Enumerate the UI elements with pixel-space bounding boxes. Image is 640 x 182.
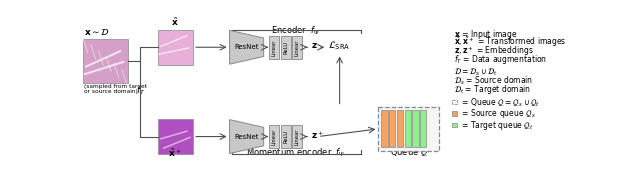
Bar bbox=[452, 123, 457, 127]
Bar bbox=[404, 110, 411, 147]
Text: Linear: Linear bbox=[271, 128, 276, 145]
Text: $\mathbf{z}$: $\mathbf{z}$ bbox=[311, 41, 317, 50]
Text: = Source queue $\mathcal{Q}_s$: = Source queue $\mathcal{Q}_s$ bbox=[459, 107, 536, 120]
Bar bbox=[292, 125, 303, 148]
Text: = Queue $\mathcal{Q} = \mathcal{Q}_s \cup \mathcal{Q}_t$: = Queue $\mathcal{Q} = \mathcal{Q}_s \cu… bbox=[459, 96, 540, 108]
Text: Linear: Linear bbox=[295, 128, 300, 145]
Bar bbox=[452, 111, 457, 116]
Text: $\mathbf{z}^+$: $\mathbf{z}^+$ bbox=[311, 129, 324, 141]
Bar bbox=[83, 39, 128, 83]
Text: $\tilde{\mathbf{x}}$: $\tilde{\mathbf{x}}$ bbox=[172, 16, 179, 28]
Bar bbox=[281, 125, 291, 148]
Text: $f_T$: $f_T$ bbox=[136, 85, 145, 97]
Text: $\mathbf{x} \sim \mathcal{D}$: $\mathbf{x} \sim \mathcal{D}$ bbox=[84, 27, 110, 37]
Text: ReLU: ReLU bbox=[284, 41, 288, 54]
Text: ResNet: ResNet bbox=[234, 44, 259, 50]
Bar bbox=[269, 36, 279, 59]
Text: $\mathcal{D} = \mathcal{D}_s \cup \mathcal{D}_t$: $\mathcal{D} = \mathcal{D}_s \cup \mathc… bbox=[454, 67, 497, 78]
Text: $\tilde{\mathbf{x}}^+$: $\tilde{\mathbf{x}}^+$ bbox=[168, 147, 182, 159]
Text: $\mathcal{D}_t$ = Target domain: $\mathcal{D}_t$ = Target domain bbox=[454, 83, 531, 96]
Bar bbox=[378, 106, 439, 151]
Text: $\mathcal{D}_s$ = Source domain: $\mathcal{D}_s$ = Source domain bbox=[454, 75, 532, 87]
Bar bbox=[389, 110, 396, 147]
Bar bbox=[157, 119, 193, 154]
Bar bbox=[381, 110, 388, 147]
Bar bbox=[412, 110, 419, 147]
Text: or source domain): or source domain) bbox=[84, 89, 138, 94]
Text: $\mathbf{x}$ = Input image: $\mathbf{x}$ = Input image bbox=[454, 28, 517, 41]
Bar bbox=[292, 36, 303, 59]
Text: $\tilde{\mathbf{x}}, \tilde{\mathbf{x}}^+$ = Transformed images: $\tilde{\mathbf{x}}, \tilde{\mathbf{x}}^… bbox=[454, 36, 566, 50]
Text: Queue $\mathcal{Q}$: Queue $\mathcal{Q}$ bbox=[390, 147, 428, 158]
Text: $\mathbf{z}, \mathbf{z}^+$ = Embeddings: $\mathbf{z}, \mathbf{z}^+$ = Embeddings bbox=[454, 44, 533, 58]
Bar bbox=[452, 100, 457, 104]
Text: ResNet: ResNet bbox=[234, 134, 259, 140]
Bar bbox=[269, 125, 279, 148]
Text: Linear: Linear bbox=[271, 39, 276, 56]
Bar bbox=[420, 110, 426, 147]
Bar bbox=[157, 29, 193, 65]
Text: (sampled from target: (sampled from target bbox=[84, 84, 147, 89]
Text: $f_T$ = Data augmentation: $f_T$ = Data augmentation bbox=[454, 53, 547, 66]
Polygon shape bbox=[230, 120, 264, 153]
Text: Linear: Linear bbox=[295, 39, 300, 56]
Text: Momentum encoder  $f_\Psi$: Momentum encoder $f_\Psi$ bbox=[246, 146, 345, 159]
Bar bbox=[397, 110, 403, 147]
Text: $\mathcal{L}_\mathrm{SRA}$: $\mathcal{L}_\mathrm{SRA}$ bbox=[328, 39, 351, 52]
Text: ReLU: ReLU bbox=[284, 130, 288, 143]
Polygon shape bbox=[230, 30, 264, 64]
Text: ...: ... bbox=[430, 125, 438, 134]
Text: Encoder  $f_\Phi$: Encoder $f_\Phi$ bbox=[271, 25, 320, 37]
Text: = Target queue $\mathcal{Q}_t$: = Target queue $\mathcal{Q}_t$ bbox=[459, 118, 534, 132]
Bar bbox=[281, 36, 291, 59]
